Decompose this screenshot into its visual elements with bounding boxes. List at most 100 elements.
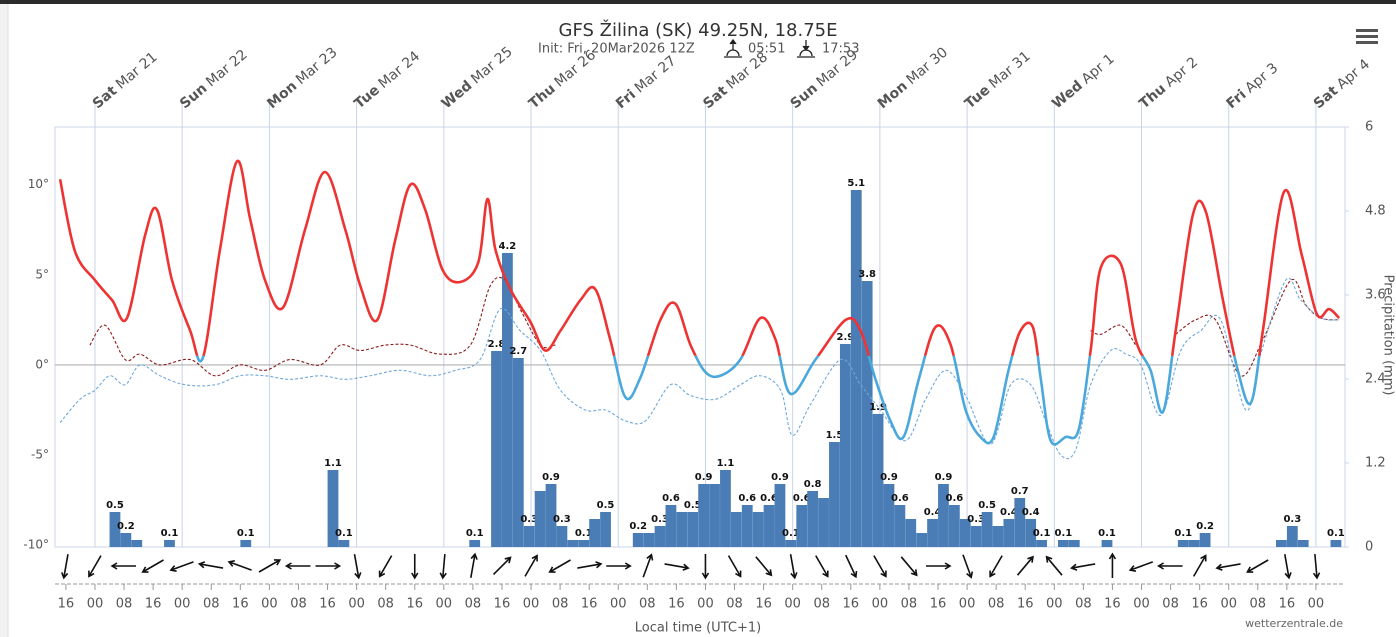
day-weekday: Wed [439,78,476,112]
x-tick-label: 00 [1308,597,1325,612]
y2-tick-label: 0 [1365,540,1373,555]
chart-title: GFS Žilina (SK) 49.25N, 18.75E [559,19,838,41]
y2-tick-label: 4.8 [1365,204,1386,219]
wind-arrow [60,554,69,580]
wind-arrow [989,555,1003,578]
precip-label: 4.2 [499,241,517,252]
precip-bar [709,484,720,547]
x-tick-label: 16 [232,597,249,612]
precip-bar [512,358,524,547]
precip-bar [938,484,949,547]
precip-bar [1177,540,1189,547]
y-tick-label: 0° [35,357,49,371]
day-label: SatMar 28 [700,49,771,112]
wind-arrow [1192,554,1207,577]
wind-arrow [664,563,690,571]
precip-label: 0.4 [924,507,942,518]
x-tick-label: 00 [87,597,104,612]
precip-label: 2.8 [488,339,506,350]
x-tick-label: 16 [1279,597,1296,612]
x-tick-label: 00 [436,597,453,612]
precip-bar [1068,540,1080,547]
day-weekday: Fri [613,87,639,112]
precip-label: 0.6 [738,493,756,504]
day-label: ThuApr 2 [1136,54,1201,112]
x-tick-label: 08 [901,597,918,612]
precip-bar [916,533,928,547]
precip-bar [883,484,895,547]
precip-label: 2.9 [836,332,854,343]
precip-bar [338,540,350,547]
wind-arrow [1108,552,1117,578]
precip-label: 0.5 [684,500,702,511]
wind-arrow [88,555,102,578]
precip-bar [948,505,960,547]
dashed-line [89,276,1340,377]
precip-label: 0.6 [891,493,909,504]
wind-arrow [1070,563,1096,571]
day-label: ThuMar 26 [526,47,599,112]
precip-label: 0.4 [1022,507,1040,518]
precip-bar [905,519,917,547]
day-label: SatMar 21 [90,49,161,112]
precip-bar [1003,519,1015,547]
dashed-line [59,277,1340,460]
y2-tick-label: 3.6 [1365,288,1386,303]
precip-bar [894,505,906,547]
x-tick-label: 08 [639,597,656,612]
sunset-icon [797,40,815,58]
y2-axis-title: Precipitation (mm) [1381,275,1396,396]
x-tick-label: 00 [959,597,976,612]
x-tick-label: 08 [1162,597,1179,612]
x-tick-label: 00 [610,597,627,612]
precip-label: 0.1 [237,528,255,539]
wind-arrow [548,559,571,573]
precip-label: 0.1 [782,528,800,539]
precip-bar [785,540,797,547]
x-tick-label: 16 [319,597,336,612]
day-weekday: Sat [700,83,731,112]
precip-bar [970,526,982,547]
precip-bar [1199,533,1211,547]
precip-bar [1276,540,1287,547]
day-date: Apr 3 [1242,60,1281,96]
wind-arrow [873,555,887,578]
day-label: MonMar 23 [264,44,340,112]
precip-bar [469,540,481,547]
precip-bar [818,498,829,547]
precip-bar [164,540,175,547]
x-tick-label: 00 [784,597,801,612]
precip-label: 0.3 [553,514,571,525]
day-label: FriMar 27 [613,53,679,112]
precip-label: 0.3 [520,514,538,525]
wind-arrow [1045,555,1063,576]
y-tick-label: 5° [35,267,49,281]
precip-label: 0.9 [935,472,953,483]
wind-arrow [197,561,224,569]
precip-bar [567,540,579,547]
x-tick-label: 08 [116,597,133,612]
day-date: Mar 23 [293,44,341,88]
precip-label: 1.1 [717,458,735,469]
wind-arrow [1128,561,1154,572]
precip-label: 0.3 [651,514,669,525]
precip-bar [763,505,775,547]
precip-bar [1036,540,1047,547]
precip-label: 0.1 [1174,528,1192,539]
day-label: TueMar 24 [351,48,423,112]
wind-arrow [815,555,829,578]
wind-arrow [577,561,603,569]
precip-bar [829,442,840,547]
precip-label: 2.7 [509,346,527,357]
day-date: Mar 27 [632,53,680,97]
precip-bar [131,540,143,547]
precip-label: 0.5 [106,500,124,511]
x-tick-label: 00 [174,597,191,612]
x-tick-label: 08 [988,597,1005,612]
menu-button[interactable] [1356,29,1378,44]
precip-bar [850,190,862,547]
wind-arrow [411,554,419,580]
init-time: Init: Fri, 20Mar2026 12Z [538,42,695,57]
day-weekday: Wed [1049,78,1086,112]
precip-label: 0.9 [771,472,789,483]
